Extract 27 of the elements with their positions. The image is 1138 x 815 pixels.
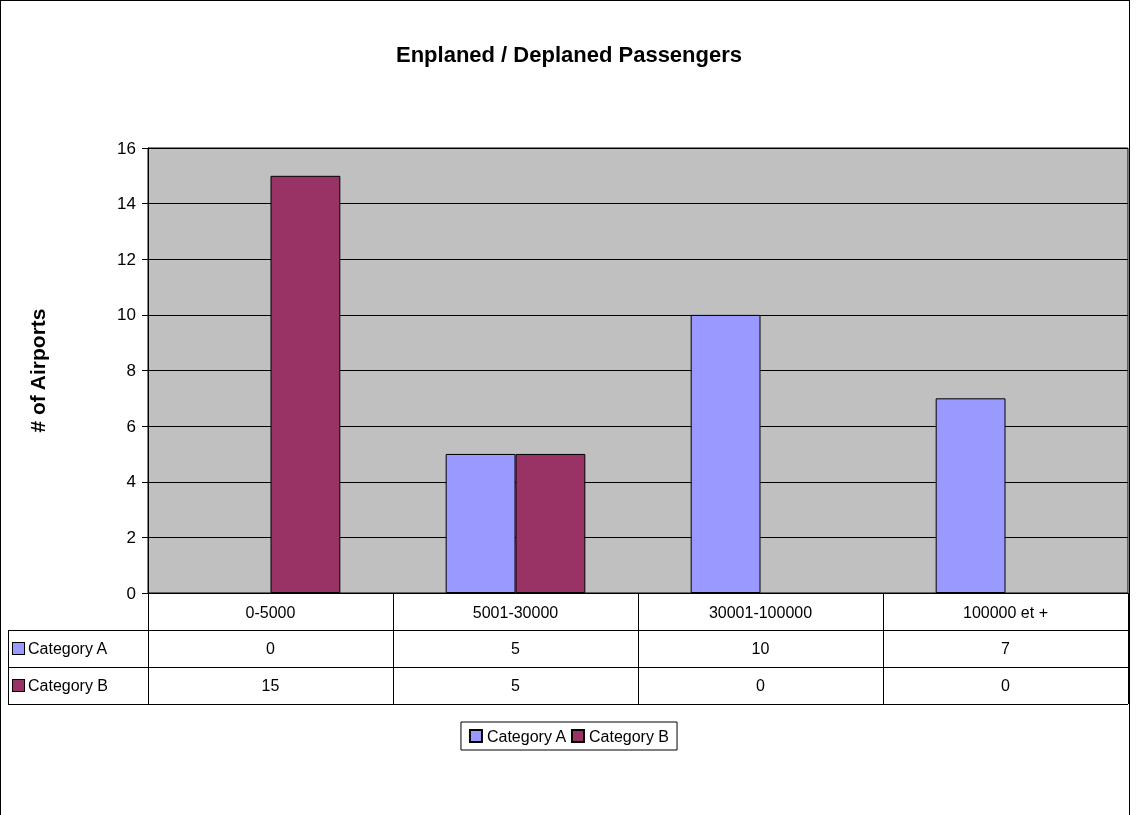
chart-title: Enplaned / Deplaned Passengers bbox=[395, 41, 743, 67]
text: Category B bbox=[28, 676, 109, 694]
data-label: 0 bbox=[1000, 675, 1011, 696]
x-tick-label: 5001-30000 bbox=[472, 603, 559, 621]
y-tick-label: 16 bbox=[117, 138, 136, 158]
y-tick-label: 6 bbox=[126, 416, 136, 436]
y-tick-label: 4 bbox=[126, 472, 136, 492]
data-label: 0 bbox=[265, 638, 276, 659]
legend-label: Category B bbox=[589, 727, 670, 745]
y-tick-label: 8 bbox=[126, 361, 136, 380]
data-label: 5 bbox=[510, 638, 521, 659]
y-axis-title: # of Airports bbox=[26, 308, 49, 433]
y-tick-label: 14 bbox=[117, 194, 136, 214]
data-label: 10 bbox=[750, 638, 771, 659]
x-tick-label: 0-5000 bbox=[245, 603, 296, 621]
x-tick-label: 30001-100000 bbox=[708, 603, 813, 621]
x-tick-label: 100000 et + bbox=[963, 603, 1048, 621]
data-label: 5 bbox=[510, 675, 521, 696]
y-tick-label: 10 bbox=[117, 305, 136, 325]
y-tick-label: 2 bbox=[126, 527, 136, 547]
data-label: 7 bbox=[1000, 638, 1011, 659]
data-label: 15 bbox=[260, 675, 281, 696]
legend-label: Category A bbox=[486, 727, 567, 745]
y-tick-label: 0 bbox=[126, 583, 136, 603]
y-tick-label: 12 bbox=[117, 249, 136, 269]
text: Category A bbox=[28, 639, 108, 657]
data-label: 0 bbox=[755, 675, 766, 696]
